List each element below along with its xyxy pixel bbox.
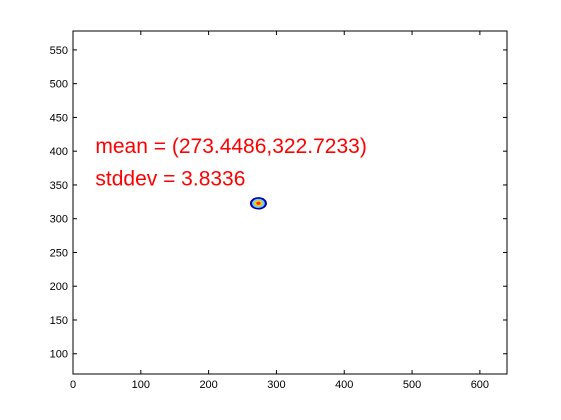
mean-annotation: mean = (273.4486,322.7233) (95, 135, 366, 158)
y-tick-label: 150 (50, 315, 68, 327)
y-tick-label: 500 (50, 79, 68, 91)
y-tick-label: 350 (50, 180, 68, 192)
x-tick-label: 400 (335, 379, 353, 391)
x-tick-label: 500 (403, 379, 421, 391)
y-tick-label: 100 (50, 349, 68, 361)
stddev-annotation: stddev = 3.8336 (95, 168, 245, 191)
blob-layer (249, 197, 267, 210)
y-tick-label: 250 (50, 247, 68, 259)
y-axis-ticks: 100 150 200 250 300 350 400 450 500 550 (50, 45, 507, 361)
axes-background (73, 31, 507, 374)
x-tick-label: 200 (199, 379, 217, 391)
y-tick-label: 550 (50, 45, 68, 57)
y-tick-label: 200 (50, 281, 68, 293)
x-tick-label: 100 (132, 379, 150, 391)
blob-ring-3 (256, 201, 261, 205)
x-tick-label: 600 (471, 379, 489, 391)
y-tick-label: 450 (50, 112, 68, 124)
y-tick-label: 400 (50, 146, 68, 158)
annotation-layer: mean = (273.4486,322.7233) stddev = 3.83… (95, 135, 366, 190)
x-tick-label: 300 (267, 379, 285, 391)
axes-box (72, 30, 508, 375)
x-tick-label: 0 (70, 379, 76, 391)
y-tick-label: 300 (50, 214, 68, 226)
x-axis-ticks: 0 100 200 300 400 500 600 (70, 31, 489, 391)
